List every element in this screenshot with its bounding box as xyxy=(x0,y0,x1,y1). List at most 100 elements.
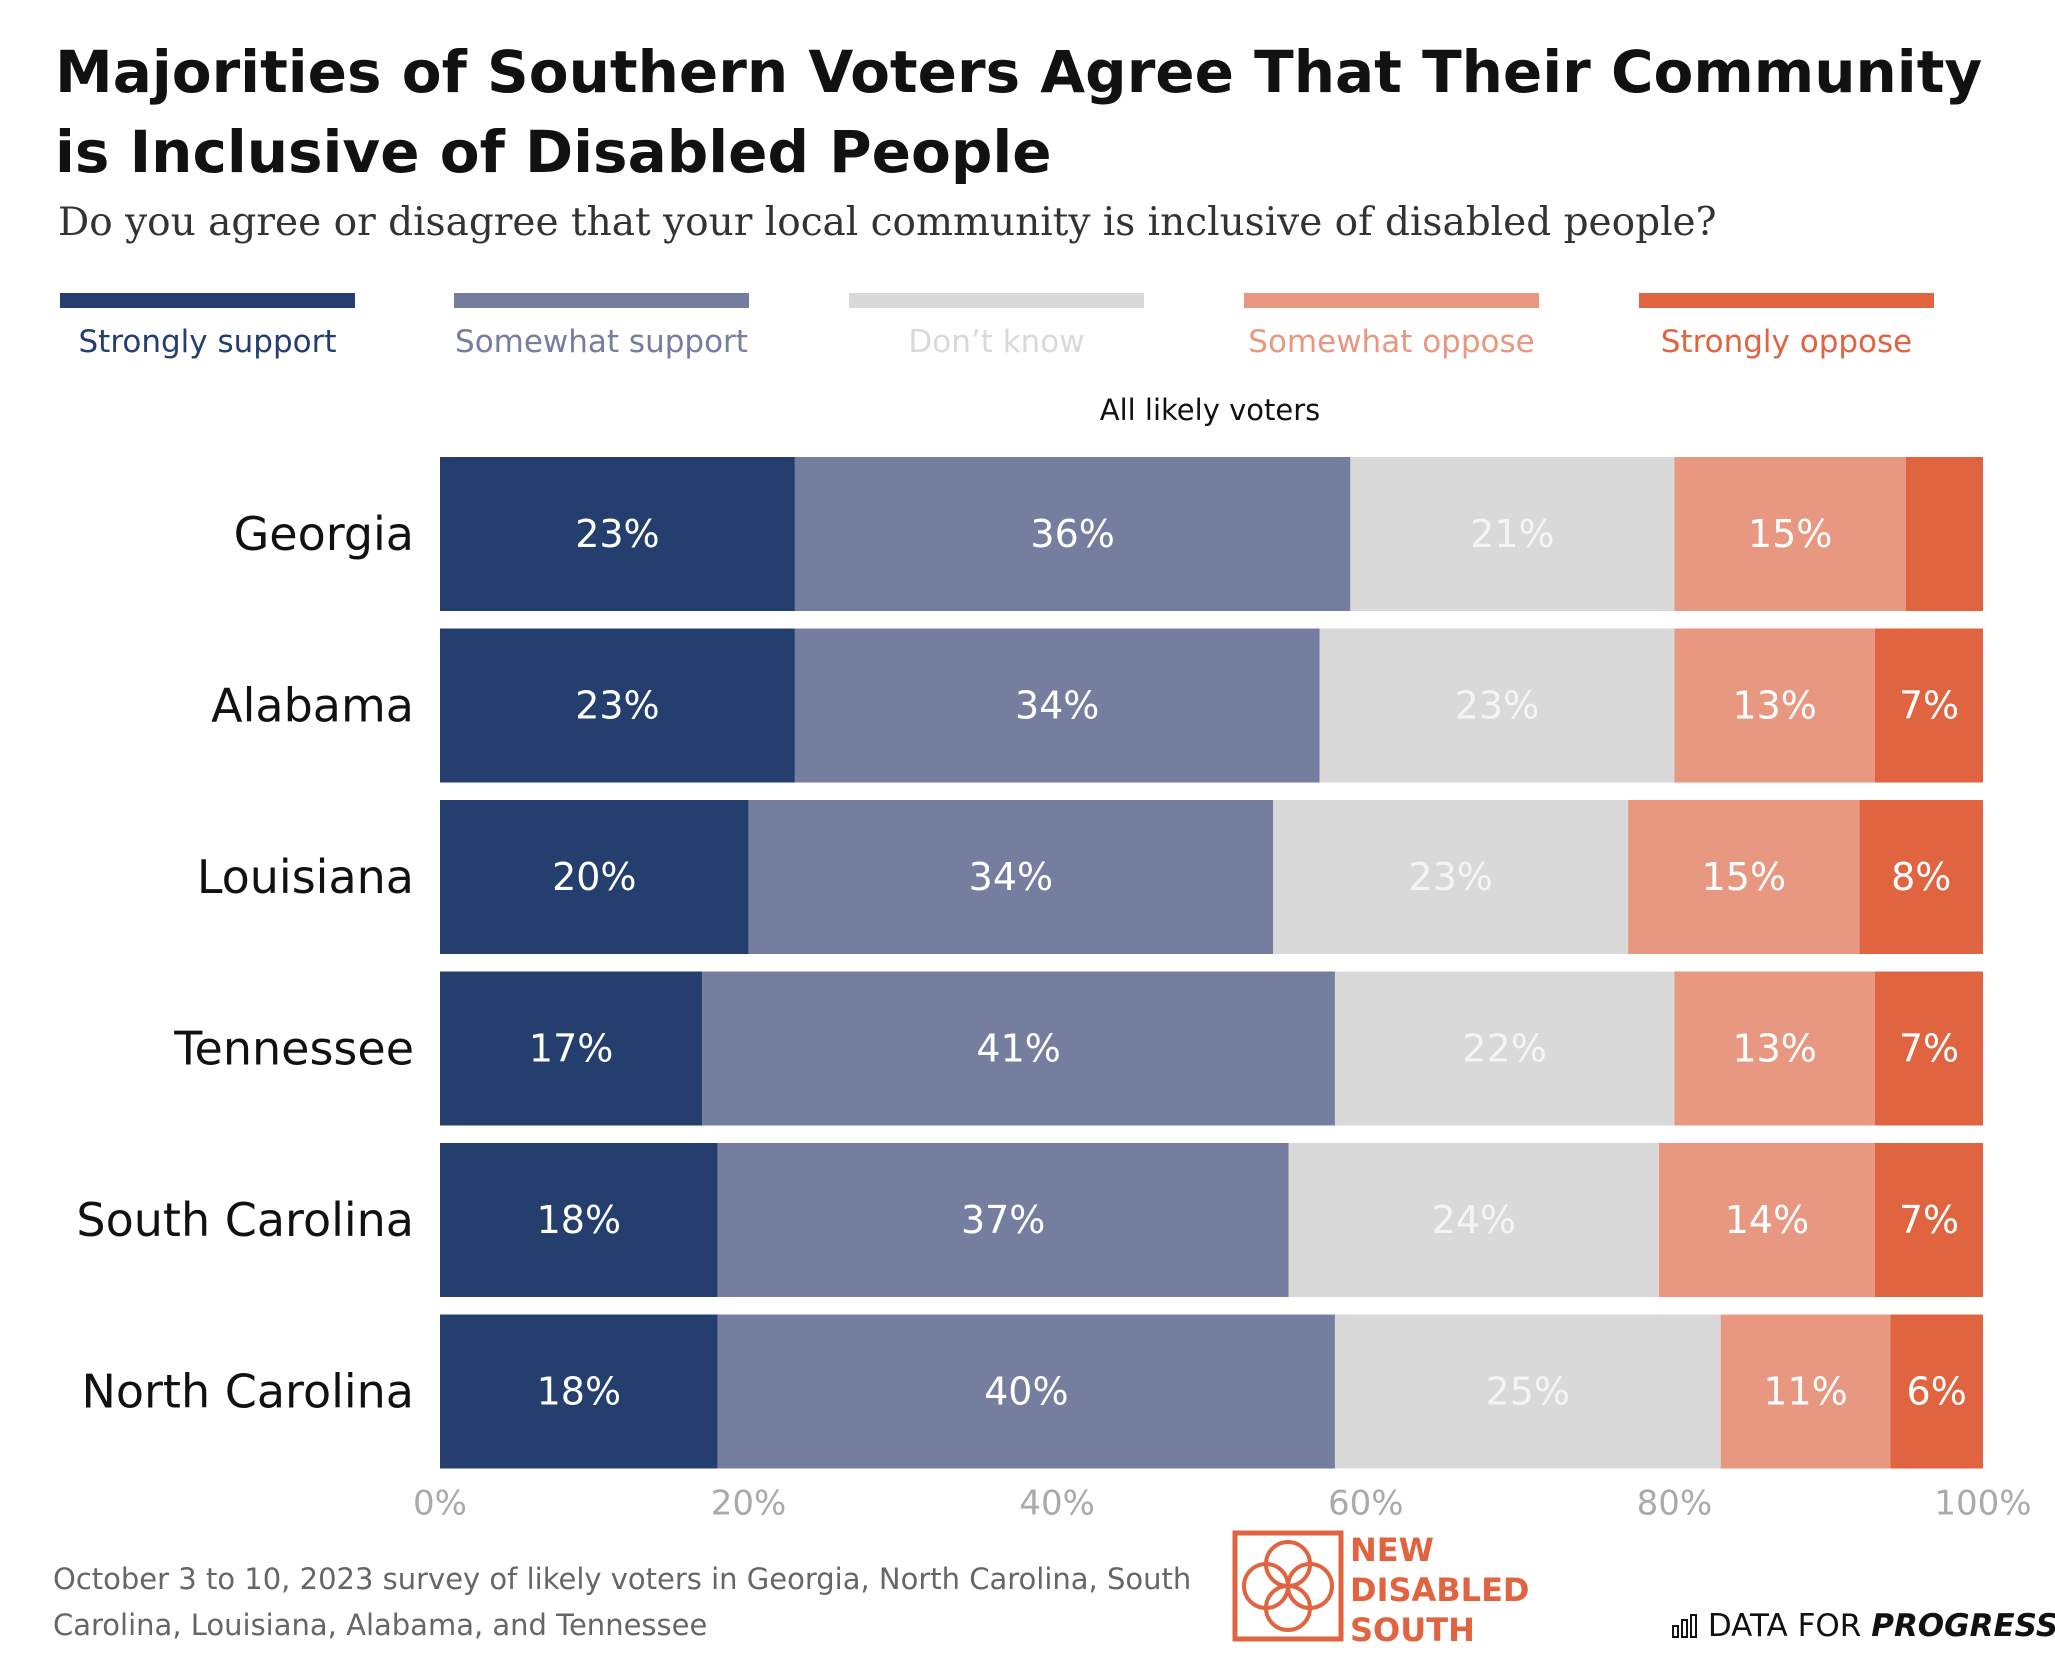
data-label-north-carolina-don-t-know: 25% xyxy=(1486,1370,1570,1414)
legend-swatch-strongly-support xyxy=(60,293,355,308)
data-label-alabama-somewhat-support: 34% xyxy=(1015,684,1099,728)
data-label-louisiana-strongly-support: 20% xyxy=(552,855,636,899)
chart-subtitle: Do you agree or disagree that your local… xyxy=(58,200,1717,245)
legend-label-dont-know: Don’t know xyxy=(908,324,1085,360)
data-label-louisiana-don-t-know: 23% xyxy=(1408,855,1492,899)
data-label-georgia-somewhat-oppose: 15% xyxy=(1748,512,1832,556)
bar-segment-louisiana-somewhat-oppose xyxy=(1628,800,1860,954)
legend-item-somewhat-oppose: Somewhat oppose xyxy=(1244,293,1539,360)
bar-segment-tennessee-somewhat-support xyxy=(702,971,1335,1126)
legend-item-strongly-oppose: Strongly oppose xyxy=(1639,293,1934,360)
bar-segment-alabama-strongly-support xyxy=(440,628,795,783)
bar-segment-georgia-somewhat-oppose xyxy=(1674,457,1906,611)
bar-segment-north-carolina-somewhat-support xyxy=(717,1314,1335,1469)
x-tick-label-4: 80% xyxy=(1637,1484,1713,1524)
data-label-tennessee-don-t-know: 22% xyxy=(1462,1027,1546,1071)
data-label-georgia-strongly-support: 23% xyxy=(575,512,659,556)
bar-segment-alabama-strongly-oppose xyxy=(1874,628,1983,783)
data-label-louisiana-somewhat-oppose: 15% xyxy=(1702,855,1786,899)
data-label-alabama-don-t-know: 23% xyxy=(1455,684,1539,728)
legend-label-strongly-oppose: Strongly oppose xyxy=(1660,324,1913,360)
credit-prefix: DATA FOR xyxy=(1707,1608,1862,1644)
bar-segment-north-carolina-strongly-oppose xyxy=(1890,1314,1983,1469)
legend-label-strongly-support: Strongly support xyxy=(78,324,337,360)
category-label-louisiana: Louisiana xyxy=(197,850,414,904)
logo-text-line2: DISABLED xyxy=(1350,1571,1530,1609)
bar-segment-alabama-don-t-know xyxy=(1319,628,1675,783)
legend-swatch-dont-know xyxy=(849,293,1144,308)
bar-segment-louisiana-strongly-support xyxy=(440,800,749,954)
data-label-georgia-somewhat-support: 36% xyxy=(1030,512,1114,556)
logo-text-line3: SOUTH xyxy=(1350,1611,1475,1649)
data-label-south-carolina-don-t-know: 24% xyxy=(1432,1198,1516,1242)
data-label-louisiana-strongly-oppose: 8% xyxy=(1891,855,1951,899)
bar-segment-louisiana-strongly-oppose xyxy=(1859,800,1983,954)
bar-chart-icon xyxy=(1672,1614,1697,1638)
bar-segment-georgia-somewhat-support xyxy=(794,457,1351,611)
bar-segment-georgia-strongly-support xyxy=(440,457,795,611)
bar-segment-louisiana-somewhat-support xyxy=(748,800,1274,954)
data-label-north-carolina-somewhat-oppose: 11% xyxy=(1763,1370,1847,1414)
legend-swatch-somewhat-support xyxy=(454,293,749,308)
legend-swatch-somewhat-oppose xyxy=(1244,293,1539,308)
category-label-alabama: Alabama xyxy=(211,679,414,733)
data-label-north-carolina-strongly-oppose: 6% xyxy=(1907,1370,1967,1414)
footer-note: October 3 to 10, 2023 survey of likely v… xyxy=(53,1562,1192,1642)
logo-text: NEW DISABLED SOUTH xyxy=(1350,1530,1529,1650)
legend-item-dont-know: Don’t know xyxy=(849,293,1144,360)
data-label-tennessee-strongly-support: 17% xyxy=(529,1027,613,1071)
data-label-south-carolina-somewhat-support: 37% xyxy=(961,1198,1045,1242)
new-disabled-south-logo: NEW DISABLED SOUTH xyxy=(1232,1530,1532,1650)
panel-title: All likely voters xyxy=(1099,393,1321,427)
data-label-south-carolina-strongly-support: 18% xyxy=(537,1198,621,1242)
category-label-georgia: Georgia xyxy=(234,507,414,561)
data-label-tennessee-strongly-oppose: 7% xyxy=(1899,1027,1959,1071)
bar-segment-georgia-strongly-oppose xyxy=(1905,457,1983,611)
x-tick-label-5: 100% xyxy=(1934,1484,2031,1524)
logo-circles-icon xyxy=(1232,1530,1344,1642)
x-tick-label-1: 20% xyxy=(711,1484,787,1524)
x-tick-label-0: 0% xyxy=(413,1484,467,1524)
bar-segment-tennessee-strongly-oppose xyxy=(1874,971,1983,1126)
bar-segment-south-carolina-somewhat-support xyxy=(717,1143,1289,1297)
bar-segment-georgia-don-t-know xyxy=(1350,457,1675,611)
bar-segment-tennessee-somewhat-oppose xyxy=(1674,971,1875,1126)
legend-swatch-strongly-oppose xyxy=(1639,293,1934,308)
data-label-georgia-don-t-know: 21% xyxy=(1470,512,1554,556)
data-label-north-carolina-somewhat-support: 40% xyxy=(984,1370,1068,1414)
legend-item-somewhat-support: Somewhat support xyxy=(454,293,749,360)
credit-bold: PROGRESS xyxy=(1871,1608,2055,1644)
data-label-alabama-somewhat-oppose: 13% xyxy=(1732,684,1816,728)
data-label-north-carolina-strongly-support: 18% xyxy=(537,1370,621,1414)
bar-segment-south-carolina-strongly-support xyxy=(440,1143,718,1297)
bar-segment-alabama-somewhat-oppose xyxy=(1674,628,1875,783)
bar-segment-north-carolina-strongly-support xyxy=(440,1314,718,1469)
legend-label-somewhat-oppose: Somewhat oppose xyxy=(1248,324,1535,360)
x-tick-label-3: 60% xyxy=(1328,1484,1404,1524)
bar-segment-tennessee-strongly-support xyxy=(440,971,703,1126)
bar-segment-north-carolina-somewhat-oppose xyxy=(1720,1314,1891,1469)
data-label-alabama-strongly-oppose: 7% xyxy=(1899,684,1959,728)
x-tick-label-2: 40% xyxy=(1019,1484,1095,1524)
bar-segment-tennessee-don-t-know xyxy=(1334,971,1675,1126)
data-label-alabama-strongly-support: 23% xyxy=(575,684,659,728)
data-label-south-carolina-strongly-oppose: 7% xyxy=(1899,1198,1959,1242)
bar-segment-south-carolina-somewhat-oppose xyxy=(1658,1143,1875,1297)
data-label-tennessee-somewhat-support: 41% xyxy=(976,1027,1060,1071)
data-label-south-carolina-somewhat-oppose: 14% xyxy=(1725,1198,1809,1242)
bar-segment-louisiana-don-t-know xyxy=(1273,800,1629,954)
bar-segment-south-carolina-strongly-oppose xyxy=(1874,1143,1983,1297)
data-for-progress-credit: DATA FOR PROGRESS xyxy=(1672,1608,2055,1644)
bar-segment-north-carolina-don-t-know xyxy=(1334,1314,1721,1469)
data-label-tennessee-somewhat-oppose: 13% xyxy=(1732,1027,1816,1071)
chart-title: Majorities of Southern Voters Agree That… xyxy=(55,38,1983,186)
data-label-louisiana-somewhat-support: 34% xyxy=(969,855,1053,899)
logo-text-line1: NEW xyxy=(1350,1531,1434,1569)
legend-item-strongly-support: Strongly support xyxy=(60,293,355,360)
legend: Strongly support Somewhat support Don’t … xyxy=(60,293,1934,363)
legend-label-somewhat-support: Somewhat support xyxy=(455,324,748,360)
bar-segment-alabama-somewhat-support xyxy=(794,628,1320,783)
category-label-south-carolina: South Carolina xyxy=(76,1193,414,1247)
category-label-north-carolina: North Carolina xyxy=(81,1365,414,1419)
